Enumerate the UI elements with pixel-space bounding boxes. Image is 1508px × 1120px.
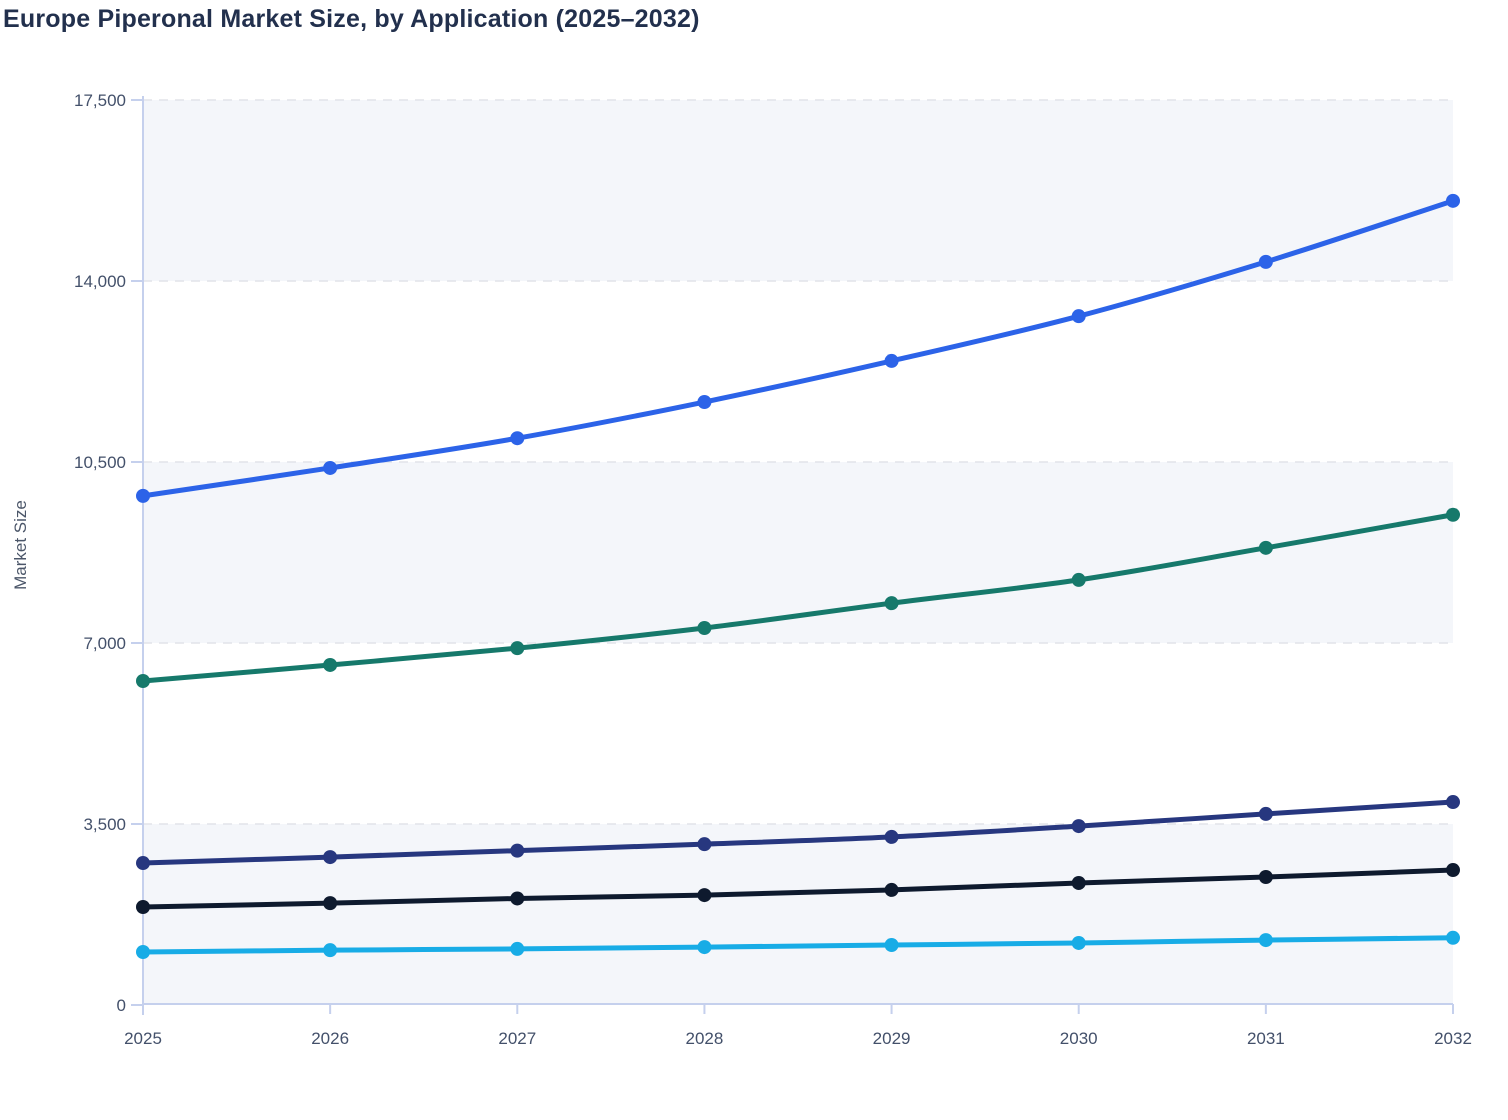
y-tick-label: 14,000 [74, 272, 126, 291]
data-point-series-1-blue [697, 395, 712, 410]
y-tick-label: 7,000 [83, 634, 126, 653]
data-point-series-5-cyan [510, 941, 525, 956]
data-point-series-2-teal [510, 641, 525, 656]
data-point-series-3-navy [510, 843, 525, 858]
data-point-series-1-blue [1258, 254, 1273, 269]
data-point-series-2-teal [323, 657, 338, 672]
x-tick-label: 2030 [1060, 1029, 1098, 1048]
data-point-series-3-navy [1071, 819, 1086, 834]
data-point-series-2-teal [1258, 540, 1273, 555]
series-line-series-5-cyan [140, 935, 1456, 955]
data-point-series-5-cyan [697, 940, 712, 955]
data-point-series-1-blue [323, 460, 338, 475]
data-point-series-3-navy [884, 829, 899, 844]
data-point-series-3-navy [697, 837, 712, 852]
data-point-series-4-black [1071, 875, 1086, 890]
data-point-series-4-black [697, 888, 712, 903]
data-point-series-4-black [884, 882, 899, 897]
series-line-series-3-navy [140, 799, 1456, 866]
data-point-series-4-black [1446, 863, 1460, 878]
chart-title: Europe Piperonal Market Size, by Applica… [3, 5, 700, 33]
series-line-series-4-black [140, 867, 1456, 910]
data-point-series-5-cyan [136, 944, 150, 959]
data-point-series-1-blue [884, 353, 899, 368]
data-point-series-3-navy [1446, 795, 1460, 810]
y-tick-label: 0 [117, 996, 126, 1015]
data-point-series-5-cyan [884, 938, 899, 953]
data-point-series-2-teal [136, 674, 150, 689]
x-tick-label: 2027 [498, 1029, 536, 1048]
data-point-series-5-cyan [1258, 933, 1273, 948]
x-tick-label: 2031 [1247, 1029, 1285, 1048]
x-tick-label: 2028 [686, 1029, 724, 1048]
x-tick-label: 2025 [124, 1029, 162, 1048]
data-point-series-2-teal [1446, 507, 1460, 522]
y-tick-label: 17,500 [74, 91, 126, 110]
y-tick-label: 10,500 [74, 453, 126, 472]
data-point-series-1-blue [136, 488, 150, 503]
data-point-series-5-cyan [323, 943, 338, 958]
series-line-series-2-teal [140, 512, 1456, 684]
data-point-series-5-cyan [1071, 935, 1086, 950]
x-tick-label: 2032 [1434, 1029, 1472, 1048]
data-point-series-3-navy [1258, 806, 1273, 821]
plot-band [143, 100, 1453, 281]
x-tick-label: 2026 [311, 1029, 349, 1048]
data-point-series-3-navy [136, 856, 150, 871]
x-tick-label: 2029 [873, 1029, 911, 1048]
data-point-series-2-teal [697, 621, 712, 636]
data-point-series-4-black [1258, 870, 1273, 885]
data-point-series-4-black [136, 900, 150, 915]
series-line-series-1-blue [140, 198, 1456, 499]
y-tick-label: 3,500 [83, 815, 126, 834]
data-point-series-5-cyan [1446, 930, 1460, 945]
plot-band [143, 824, 1453, 1005]
data-point-series-4-black [323, 896, 338, 911]
data-point-series-1-blue [1446, 193, 1460, 208]
data-point-series-3-navy [323, 850, 338, 865]
data-point-series-2-teal [1071, 572, 1086, 587]
data-point-series-1-blue [1071, 309, 1086, 324]
data-point-series-2-teal [884, 596, 899, 611]
data-point-series-4-black [510, 891, 525, 906]
data-point-series-1-blue [510, 431, 525, 446]
